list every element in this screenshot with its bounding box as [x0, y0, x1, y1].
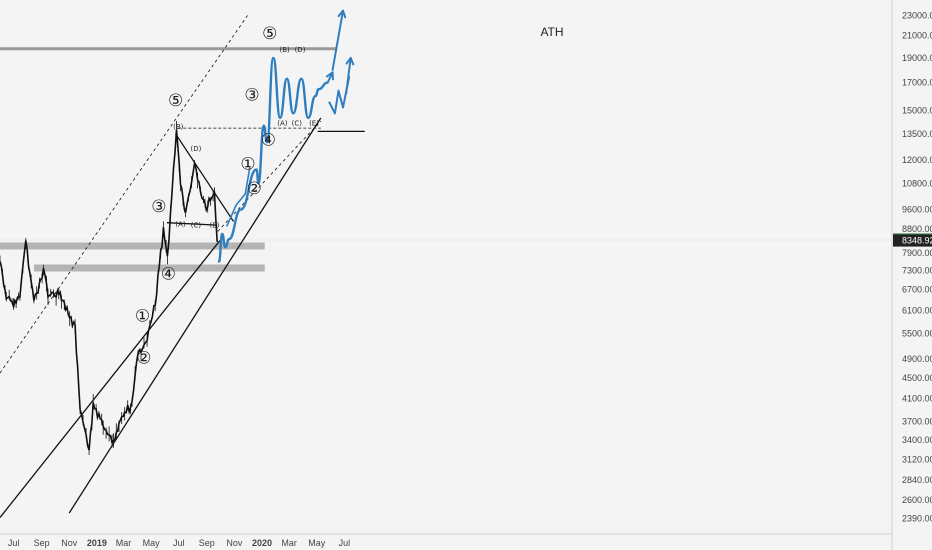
y-tick-label: 3400.00 [902, 435, 932, 445]
x-tick-label: 2019 [87, 538, 107, 548]
main-support-line [68, 117, 322, 514]
wave-label-small: (D) [191, 145, 202, 153]
wave-label-big: ② [136, 349, 151, 369]
y-tick-label: 4100.00 [902, 394, 932, 404]
price-tag-label: 8348.92 [902, 236, 932, 246]
y-tick-label: 7300.00 [902, 265, 932, 275]
time-axis: Jul Sep Nov 2019 Mar May Jul Sep Nov 2020 Mar May Ju… [8, 538, 350, 548]
projection-arrow-1-head [325, 71, 334, 81]
x-tick-label: May [143, 538, 161, 548]
y-tick-label: 7900.00 [902, 248, 932, 258]
ath-label: ATH [540, 25, 563, 39]
x-tick-label: Nov [61, 538, 78, 548]
y-tick-label: 4500.00 [902, 373, 932, 383]
wave-label-big: ⑤ [262, 24, 277, 44]
trendlines [0, 15, 322, 518]
y-tick-label: 17000.00 [902, 78, 932, 88]
y-tick-label: 21000.00 [902, 31, 932, 41]
price-candles [0, 121, 218, 455]
y-tick-label: 13500.00 [902, 129, 932, 139]
x-tick-label: Sep [199, 538, 215, 548]
projection-alt [225, 167, 251, 227]
wave-label-big: ③ [151, 197, 166, 217]
y-tick-label: 3120.00 [902, 454, 932, 464]
y-tick-label: 19000.00 [902, 53, 932, 63]
x-tick-label: Nov [226, 538, 243, 548]
x-tick-label: Sep [34, 538, 50, 548]
x-tick-label: 2020 [252, 538, 272, 548]
wave-label-small: (B) [279, 46, 290, 54]
projection-arrow-3-head [345, 56, 355, 66]
upper-channel-dashed [0, 15, 248, 374]
wave-label-small: (C) [292, 120, 303, 128]
wave-label-small: (A) [277, 120, 288, 128]
lower-trendline [0, 240, 221, 518]
y-tick-label: 6100.00 [902, 305, 932, 315]
wave-label-big: ① [240, 154, 255, 174]
y-tick-label: 5500.00 [902, 328, 932, 338]
y-tick-label: 9600.00 [902, 205, 932, 215]
projection-path [217, 9, 355, 263]
triangle-lower-flat [166, 222, 218, 226]
y-tick-label: 12000.00 [902, 155, 932, 165]
y-tick-label: 2390.00 [902, 513, 932, 523]
y-tick-label: 23000.00 [902, 10, 932, 20]
x-tick-label: Mar [281, 538, 297, 548]
price-axis: 23000.00 21000.00 19000.00 17000.00 15000.00… [902, 10, 932, 523]
wave-label-small: (C) [191, 222, 202, 230]
projection-low [328, 76, 351, 115]
projection-arrow-2 [331, 9, 344, 71]
y-tick-label: 6700.00 [902, 284, 932, 294]
y-tick-label: 3700.00 [902, 416, 932, 426]
x-tick-label: Jul [339, 538, 351, 548]
wave-label-big: ⑤ [168, 91, 183, 111]
wave-label-big: ② [247, 179, 262, 199]
support-dashed [217, 120, 322, 232]
price-tags: 8390.378348.92 [893, 233, 932, 247]
y-tick-label: 4900.00 [902, 354, 932, 364]
wave-label-small: (D) [295, 46, 306, 54]
y-tick-label: 2840.00 [902, 475, 932, 485]
price-tag-box [893, 234, 932, 247]
price-line [0, 129, 218, 451]
projection-path-main [217, 56, 329, 263]
projection-arrow-2-head [337, 9, 347, 19]
wave-label-big: ③ [244, 85, 259, 105]
y-tick-label: 8800.00 [902, 224, 932, 234]
wave-label-big: ④ [261, 131, 276, 151]
y-tick-label: 10800.00 [902, 178, 932, 188]
wave-label-small: (B) [173, 123, 184, 131]
wave-label-small: (A) [175, 220, 186, 228]
x-tick-label: May [308, 538, 326, 548]
wave-label-small: (E) [309, 120, 319, 128]
y-tick-label: 15000.00 [902, 105, 932, 115]
wave-label-small: (E) [210, 222, 220, 230]
wave-label-big: ④ [161, 265, 176, 285]
x-tick-label: Mar [116, 538, 132, 548]
triangle-upper [175, 133, 235, 222]
x-tick-label: Jul [173, 538, 185, 548]
x-tick-label: Jul [8, 538, 20, 548]
y-tick-label: 2600.00 [902, 495, 932, 505]
projection-arrow-3 [345, 56, 352, 95]
wave-label-big: ① [135, 307, 150, 327]
